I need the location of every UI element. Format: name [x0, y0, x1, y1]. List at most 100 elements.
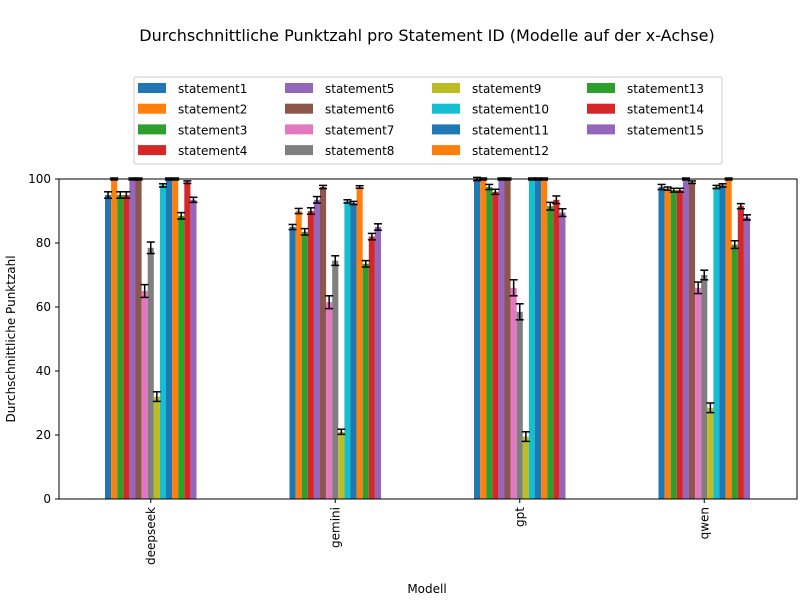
y-tick-label: 0 — [43, 492, 51, 506]
legend-item-statement3: statement3 — [138, 123, 247, 137]
error-bar-deepseek-statement7 — [140, 283, 149, 299]
error-bar-qwen-statement11 — [718, 183, 727, 188]
error-bar-gpt-statement8 — [515, 303, 524, 321]
error-bar-gpt-statement4 — [491, 188, 500, 196]
bar-deepseek-statement9 — [153, 396, 160, 499]
bar-gpt-statement7 — [510, 287, 517, 499]
y-tick-label: 60 — [36, 300, 51, 314]
bar-deepseek-statement2 — [111, 179, 118, 499]
bar-deepseek-statement6 — [135, 179, 142, 499]
legend-label: statement12 — [472, 144, 549, 158]
error-bar-qwen-statement15 — [742, 214, 751, 221]
y-tick-label: 20 — [36, 428, 51, 442]
error-bar-deepseek-statement14 — [183, 180, 192, 185]
bar-deepseek-statement12 — [172, 179, 179, 499]
legend-label: statement3 — [178, 123, 247, 137]
bar-gpt-statement1 — [474, 179, 481, 499]
error-bar-gpt-statement9 — [521, 431, 530, 443]
bar-gemini-statement10 — [344, 201, 351, 499]
bar-qwen-statement5 — [682, 179, 689, 499]
bar-gpt-statement15 — [559, 212, 566, 499]
legend-item-statement11: statement11 — [432, 123, 549, 137]
error-bar-gemini-statement14 — [367, 232, 376, 241]
bar-gemini-statement14 — [368, 236, 375, 499]
error-bar-gpt-statement13 — [546, 201, 555, 211]
legend-swatch — [285, 83, 313, 93]
y-tick-label: 80 — [36, 236, 51, 250]
legend-label: statement11 — [472, 123, 549, 137]
bar-deepseek-statement1 — [105, 195, 112, 499]
error-bar-qwen-statement2 — [663, 186, 672, 191]
chart-title: Durchschnittliche Punktzahl pro Statemen… — [139, 26, 714, 45]
bar-deepseek-statement8 — [147, 247, 154, 499]
bar-gpt-statement10 — [528, 179, 535, 499]
bar-deepseek-statement5 — [129, 179, 136, 499]
error-bar-deepseek-statement13 — [177, 211, 186, 220]
legend-swatch — [138, 103, 166, 114]
bar-qwen-statement4 — [676, 190, 683, 499]
axes: 0 20 40 60 80 100 deepseek gemini gpt qwen — [28, 172, 798, 565]
bar-gpt-statement8 — [516, 311, 523, 499]
y-tick-label: 40 — [36, 364, 51, 378]
legend-swatch — [432, 145, 460, 156]
bar-qwen-statement8 — [701, 275, 708, 499]
bar-qwen-statement12 — [725, 179, 732, 499]
legend-frame — [133, 76, 723, 165]
legend-label: statement9 — [472, 82, 541, 96]
error-bar-deepseek-statement9 — [152, 391, 161, 403]
bar-qwen-statement2 — [664, 188, 671, 499]
bar-deepseek-statement14 — [184, 182, 191, 499]
bar-qwen-statement3 — [670, 190, 677, 499]
bar-gpt-statement6 — [504, 179, 511, 499]
legend-item-statement15: statement15 — [587, 123, 704, 137]
legend-label: statement6 — [325, 103, 394, 117]
legend-label: statement2 — [178, 103, 247, 117]
bar-gpt-statement2 — [480, 179, 487, 499]
bar-qwen-statement6 — [689, 182, 696, 499]
error-bar-gpt-statement14 — [552, 195, 561, 205]
bar-gemini-statement9 — [338, 431, 345, 499]
bar-deepseek-statement4 — [123, 195, 130, 499]
legend-item-statement9: statement9 — [432, 82, 541, 96]
error-bar-gemini-statement8 — [331, 255, 340, 267]
legend-label: statement15 — [627, 123, 704, 137]
legend-item-statement2: statement2 — [138, 103, 247, 117]
legend: statement1 statement2 statement3 statement4… — [133, 76, 723, 165]
error-bar-gemini-statement9 — [337, 428, 346, 436]
error-bar-gemini-statement5 — [312, 195, 321, 204]
legend-swatch — [138, 145, 166, 156]
legend-label: statement13 — [627, 82, 704, 96]
error-bar-gemini-statement1 — [288, 223, 297, 231]
legend-swatch — [138, 83, 166, 93]
legend-item-statement4: statement4 — [138, 144, 247, 158]
error-bar-gemini-statement13 — [361, 259, 370, 268]
legend-swatch — [138, 124, 166, 135]
bar-deepseek-statement15 — [190, 199, 197, 500]
legend-swatch — [432, 103, 460, 114]
bar-qwen-statement15 — [743, 217, 750, 499]
x-tick-label-qwen: qwen — [697, 507, 711, 539]
legend-swatch — [432, 124, 460, 135]
error-bar-gemini-statement6 — [319, 184, 328, 190]
bar-gemini-statement13 — [362, 263, 369, 499]
legend-item-statement10: statement10 — [432, 103, 549, 117]
error-bar-gemini-statement3 — [300, 227, 309, 236]
error-bar-gemini-statement4 — [306, 207, 315, 215]
error-bar-gemini-statement2 — [294, 207, 303, 215]
bar-gemini-statement6 — [320, 187, 327, 499]
legend-item-statement7: statement7 — [285, 123, 394, 137]
error-bar-qwen-statement7 — [694, 281, 703, 295]
error-bar-qwen-statement13 — [730, 240, 739, 250]
bar-gpt-statement3 — [486, 187, 493, 499]
bar-qwen-statement9 — [707, 407, 714, 499]
bar-gemini-statement12 — [356, 187, 363, 499]
bar-qwen-statement14 — [737, 206, 744, 499]
bar-gemini-statement15 — [374, 227, 381, 499]
legend-label: statement7 — [325, 123, 394, 137]
legend-label: statement1 — [178, 82, 247, 96]
bar-deepseek-statement11 — [166, 179, 173, 499]
legend-swatch — [587, 124, 615, 135]
legend-label: statement14 — [627, 103, 704, 117]
x-tick-label-gemini: gemini — [328, 507, 342, 548]
